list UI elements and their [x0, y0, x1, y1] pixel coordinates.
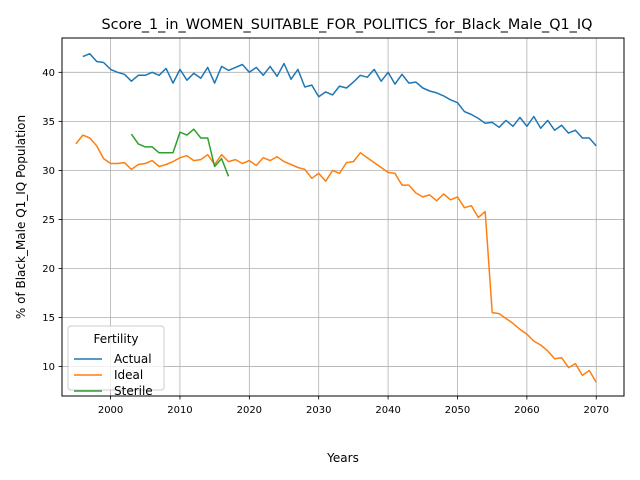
x-tick-label: 2050	[445, 405, 470, 416]
x-tick-label: 2010	[167, 405, 192, 416]
x-tick-label: 2020	[237, 405, 262, 416]
y-tick-label: 20	[42, 264, 55, 275]
x-tick-label: 2060	[514, 405, 539, 416]
y-tick-label: 30	[42, 166, 55, 177]
y-tick-label: 15	[42, 313, 55, 324]
chart-title: Score_1_in_WOMEN_SUITABLE_FOR_POLITICS_f…	[102, 17, 593, 33]
legend-title: Fertility	[93, 332, 138, 346]
y-axis-label: % of Black_Male Q1_IQ Population	[14, 115, 28, 319]
legend-label-sterile: Sterile	[114, 384, 153, 398]
y-tick-label: 10	[42, 362, 55, 373]
x-tick-label: 2030	[306, 405, 331, 416]
series-line-ideal	[75, 134, 597, 383]
y-tick-label: 25	[42, 215, 55, 226]
y-tick-label: 40	[42, 68, 55, 79]
legend-label-actual: Actual	[114, 352, 152, 366]
x-axis-ticks: 2000 2010 2020 2030 2040 2050 2060 2070	[98, 396, 609, 416]
x-tick-label: 2070	[584, 405, 609, 416]
legend-label-ideal: Ideal	[114, 368, 143, 382]
y-axis-ticks: 10 15 20 25 30 35 40	[42, 68, 62, 373]
legend-entries: Actual Ideal Sterile	[74, 352, 153, 398]
series-line-actual	[82, 52, 597, 147]
x-tick-label: 2040	[375, 405, 400, 416]
x-axis-label: Years	[326, 451, 359, 465]
series-lines	[75, 52, 597, 383]
legend-box	[67, 325, 165, 391]
plot-area-frame	[61, 37, 625, 397]
x-tick-label: 2000	[98, 405, 123, 416]
series-line-sterile	[130, 128, 230, 177]
y-tick-label: 35	[42, 117, 55, 128]
legend: Fertility Actual Ideal Sterile	[67, 325, 165, 398]
